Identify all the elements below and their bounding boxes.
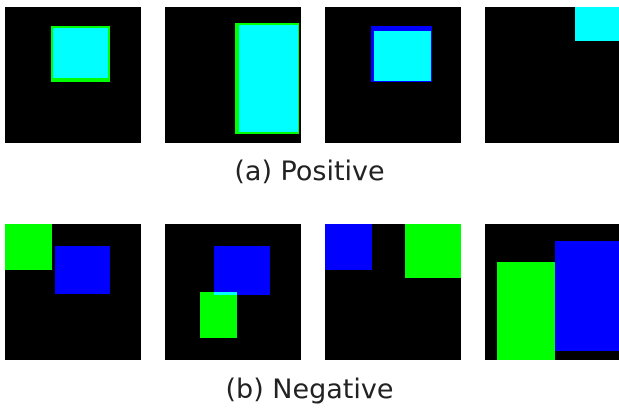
negative-panel-3	[325, 224, 461, 360]
positive-panel-4	[485, 7, 619, 143]
green-square	[200, 292, 237, 338]
green-square	[405, 224, 461, 278]
blue-square	[214, 246, 270, 295]
positive-panel-1	[5, 7, 141, 143]
negative-panel-2	[165, 224, 301, 360]
green-rectangle	[497, 262, 555, 360]
blue-square	[55, 246, 110, 294]
cyan-rectangle	[239, 25, 298, 132]
caption-negative: (b) Negative	[225, 374, 394, 405]
cyan-square	[575, 7, 619, 41]
blue-square	[325, 224, 372, 270]
caption-positive: (a) Positive	[234, 156, 385, 187]
positive-panel-2	[165, 7, 301, 143]
overlap-strip	[214, 292, 237, 295]
cyan-square	[374, 31, 431, 81]
cyan-square	[53, 28, 108, 78]
green-square	[5, 224, 52, 270]
positive-panel-3	[325, 7, 461, 143]
negative-panel-4	[485, 224, 619, 360]
blue-rectangle	[555, 241, 619, 351]
negative-panel-1	[5, 224, 141, 360]
